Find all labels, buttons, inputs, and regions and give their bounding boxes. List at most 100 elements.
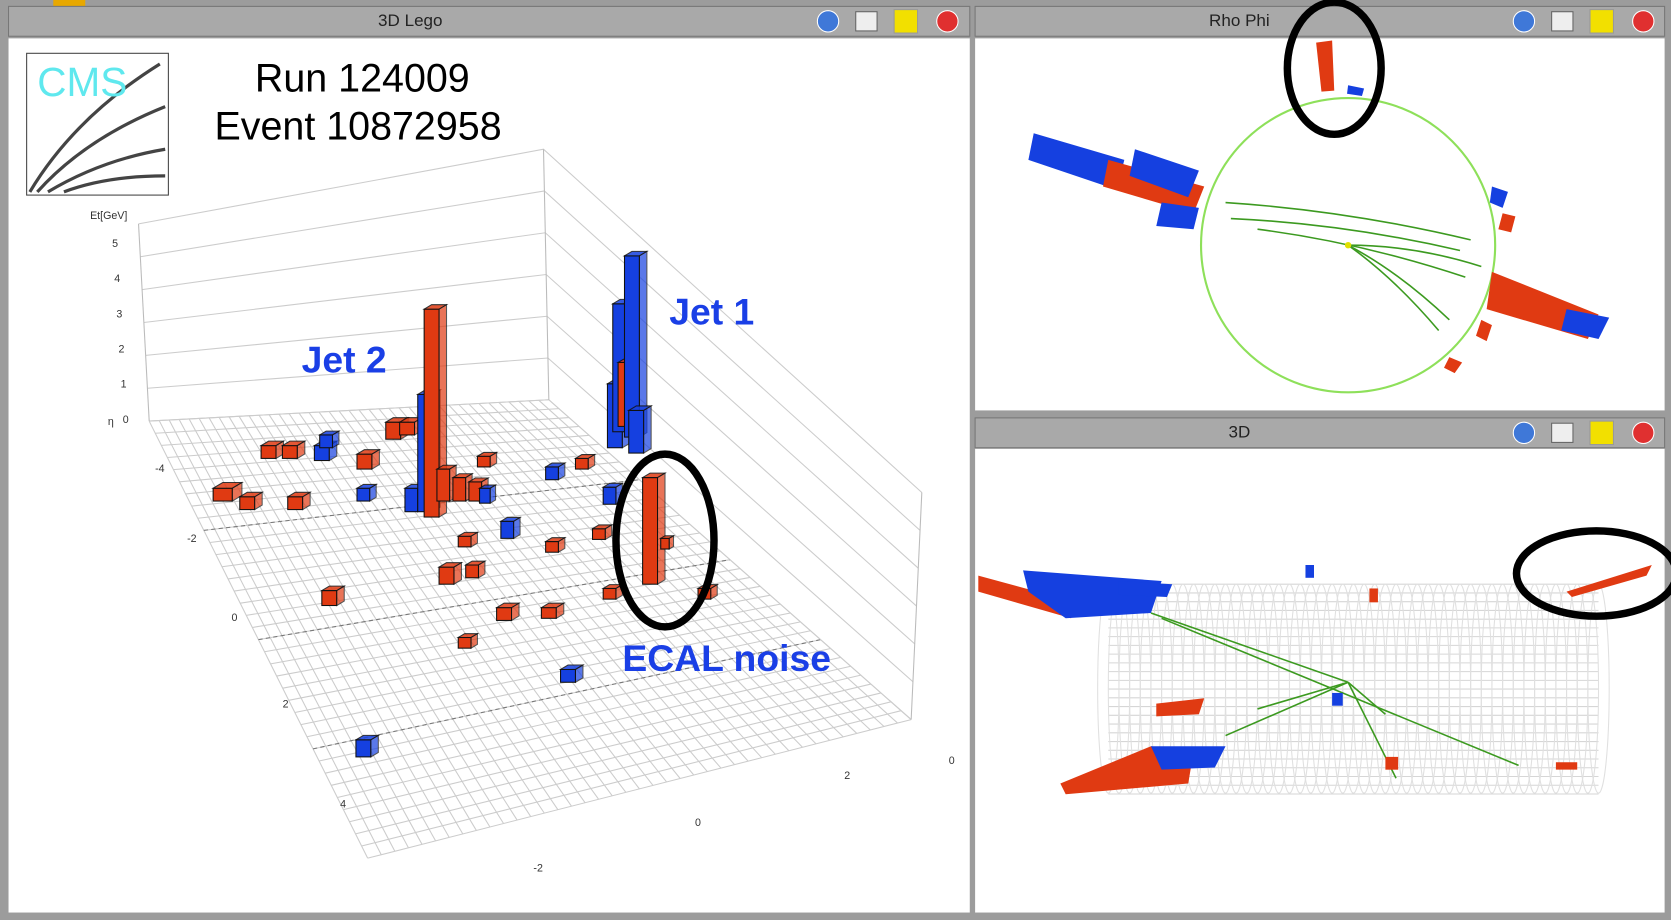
tower (479, 487, 491, 504)
tower (239, 496, 256, 511)
tower-side (302, 491, 311, 511)
tower-side (254, 491, 263, 511)
tick-label: -4 (155, 463, 165, 475)
tower-side (470, 531, 478, 548)
close-button[interactable] (1632, 421, 1655, 445)
grid-line (278, 413, 545, 814)
tower (602, 587, 617, 600)
panel-title: Rho Phi (1209, 11, 1270, 30)
tower (476, 455, 491, 468)
tower (602, 486, 617, 505)
tower-side (331, 430, 340, 449)
tower-side (710, 583, 718, 601)
track (1225, 681, 1349, 737)
tower (438, 566, 455, 585)
logo-text: CMS (37, 59, 127, 105)
grid-line (328, 411, 613, 797)
close-button[interactable] (936, 10, 959, 33)
tick-label: -2 (533, 863, 543, 875)
tower-side (453, 561, 462, 586)
info-button[interactable] (1512, 421, 1536, 445)
axis-label: η (108, 416, 114, 428)
tick-label: 0 (231, 612, 237, 624)
highlight-ellipse (1512, 527, 1671, 620)
calo-tower (1347, 85, 1365, 96)
snapshot-button[interactable] (855, 11, 878, 32)
tower-side (668, 534, 675, 550)
tick-label: -2 (187, 533, 197, 545)
track (1347, 244, 1440, 331)
snapshot-button[interactable] (1551, 422, 1574, 443)
grid-line (508, 401, 858, 734)
tick-label: 4 (114, 273, 120, 285)
track (1257, 228, 1466, 278)
maximize-button[interactable] (1589, 420, 1614, 446)
annotation: Jet 1 (669, 290, 754, 332)
title-bar (7, 5, 971, 37)
tower-side (336, 585, 345, 607)
tower-side (371, 448, 380, 471)
info-button[interactable] (816, 10, 840, 33)
track (1347, 244, 1450, 321)
tower-side (587, 453, 596, 471)
panel-title: 3D Lego (378, 11, 442, 30)
window-buttons (1512, 9, 1655, 34)
track (1347, 681, 1386, 715)
tower-side (470, 632, 478, 650)
axis-line (138, 223, 150, 422)
maximize-button[interactable] (893, 9, 919, 34)
highlight-ellipse (612, 450, 718, 631)
calo-tower (1555, 762, 1578, 770)
grid-line (408, 406, 722, 769)
tower (356, 487, 371, 502)
tower (260, 445, 277, 459)
tower (545, 541, 559, 553)
highlight-ellipse (1283, 0, 1385, 139)
tick-label: 2 (844, 770, 850, 782)
calo-tower (1489, 186, 1508, 208)
tower-side (604, 523, 613, 541)
run-number: Run 124009 (255, 56, 470, 100)
tower (465, 564, 480, 579)
tower-side (489, 451, 498, 468)
tower-side (296, 440, 306, 460)
event-number: Event 10872958 (215, 104, 502, 148)
track (1257, 681, 1349, 710)
calo-tower (1150, 746, 1226, 770)
rhophi-plot (1028, 40, 1610, 394)
tower (452, 477, 467, 502)
tower-side (369, 483, 377, 502)
tower (457, 636, 472, 649)
calo-tower (1305, 565, 1314, 578)
tower (287, 496, 304, 511)
tower (540, 607, 557, 619)
grid-line (228, 416, 477, 831)
tick-label: 2 (283, 698, 289, 710)
calo-tower (1129, 149, 1199, 198)
annotation: ECAL noise (622, 637, 831, 679)
calo-tower (1102, 159, 1205, 214)
tower (436, 468, 451, 502)
maximize-button[interactable] (1589, 9, 1614, 34)
calo-tower (1498, 213, 1516, 233)
tick-label: 0 (949, 755, 955, 767)
tick-label: 5 (112, 238, 118, 250)
info-button[interactable] (1512, 10, 1536, 33)
tower (591, 528, 606, 540)
track (1161, 617, 1519, 767)
snapshot-button[interactable] (1551, 11, 1574, 32)
grid-line (358, 409, 654, 786)
axis-line (910, 492, 923, 720)
annotation: Jet 2 (302, 338, 387, 380)
tower (281, 445, 298, 459)
highlight-ellipses (612, 0, 1671, 631)
tower (560, 668, 577, 683)
tower-side (574, 664, 584, 684)
tower (457, 535, 472, 548)
grid-line (258, 414, 518, 821)
tick-label: 1 (121, 379, 127, 391)
tower (574, 457, 589, 470)
tower (355, 739, 372, 758)
calo-tower (1332, 692, 1343, 706)
close-button[interactable] (1632, 10, 1655, 33)
